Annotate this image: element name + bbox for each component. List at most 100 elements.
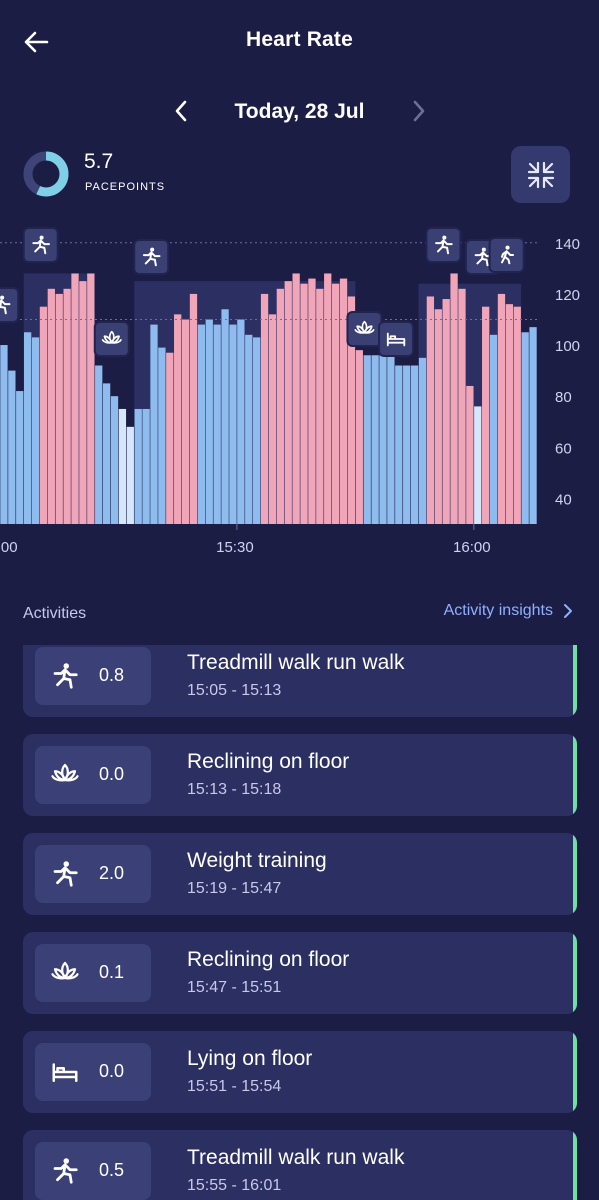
- chevron-right-icon: [413, 100, 425, 122]
- heart-rate-bar: [221, 309, 229, 524]
- heart-rate-bar: [245, 334, 253, 524]
- activity-card[interactable]: 0.8 Treadmill walk run walk 15:05 - 15:13: [23, 645, 577, 717]
- heart-rate-bar: [308, 278, 316, 524]
- heart-rate-bar: [450, 273, 458, 524]
- heart-rate-bar: [426, 296, 435, 524]
- lotus-icon: [49, 760, 81, 790]
- date-label: Today, 28 Jul: [234, 100, 365, 123]
- heart-rate-bar: [205, 319, 213, 524]
- heart-rate-bar: [229, 324, 237, 524]
- activity-time: 15:47 - 15:51: [187, 979, 282, 996]
- heart-rate-bar: [466, 385, 474, 524]
- heart-rate-bar: [513, 306, 521, 524]
- heart-rate-bar: [529, 327, 537, 524]
- heart-rate-bar: [71, 273, 79, 524]
- activity-marker[interactable]: [22, 227, 59, 263]
- activity-time: 15:13 - 15:18: [187, 781, 282, 798]
- heart-rate-bar: [260, 293, 269, 524]
- activity-points-badge: 0.1: [35, 944, 151, 1002]
- activity-marker[interactable]: [93, 321, 130, 357]
- heart-rate-bar: [134, 408, 142, 524]
- activity-marker[interactable]: [133, 239, 170, 275]
- activities-list[interactable]: 0.8 Treadmill walk run walk 15:05 - 15:13 0…: [0, 645, 599, 1200]
- pacepoints-progress-ring: [23, 151, 69, 197]
- page-title: Heart Rate: [245, 28, 354, 51]
- heart-rate-bar: [418, 357, 427, 524]
- heart-rate-bar: [521, 332, 529, 524]
- previous-day-button[interactable]: [166, 96, 196, 126]
- walk-run-icon: [474, 247, 493, 267]
- activity-marker[interactable]: [346, 311, 383, 347]
- heart-rate-bar: [237, 319, 245, 524]
- top-bar: Heart Rate: [0, 0, 599, 84]
- activity-name: Reclining on floor: [187, 948, 350, 971]
- heart-rate-bar: [16, 391, 24, 524]
- activity-insights-link[interactable]: Activity insights: [444, 602, 573, 620]
- bed-icon: [49, 1057, 81, 1087]
- heart-rate-bar: [474, 406, 482, 524]
- activity-time: 15:05 - 15:13: [187, 682, 282, 699]
- collapse-chart-button[interactable]: [511, 146, 570, 203]
- activity-name: Treadmill walk run walk: [187, 651, 405, 674]
- heart-rate-bar: [387, 350, 395, 524]
- lotus-icon: [101, 330, 122, 344]
- chevron-left-icon: [175, 100, 187, 122]
- heart-rate-bar: [355, 350, 363, 524]
- activity-name: Weight training: [187, 849, 327, 872]
- heart-rate-chart-svg: 140 120 100 80 60 40 15:00 15:30 16:00: [0, 227, 580, 556]
- heart-rate-bar: [489, 334, 498, 524]
- heart-rate-chart[interactable]: 140 120 100 80 60 40 15:00 15:30 16:00: [0, 218, 599, 563]
- y-tick-label: 120: [555, 287, 580, 304]
- activity-points-badge: 0.5: [35, 1142, 151, 1200]
- activity-card[interactable]: 0.5 Treadmill walk run walk 15:55 - 16:01: [23, 1130, 577, 1200]
- activity-marker[interactable]: [0, 287, 20, 323]
- heart-rate-bar: [339, 278, 348, 524]
- heart-rate-bar: [403, 365, 411, 524]
- y-tick-label: 100: [555, 338, 580, 355]
- walk-run-icon: [49, 859, 81, 889]
- activity-points: 0.8: [99, 665, 125, 685]
- walk-run-icon: [49, 1156, 81, 1186]
- activity-marker[interactable]: [488, 237, 525, 273]
- activity-card[interactable]: 0.0 Reclining on floor 15:13 - 15:18: [23, 734, 577, 816]
- next-day-button[interactable]: [404, 96, 434, 126]
- activity-card[interactable]: 0.0 Lying on floor 15:51 - 15:54: [23, 1031, 577, 1113]
- heart-rate-bar: [63, 288, 71, 524]
- walk-run-icon: [142, 247, 161, 267]
- x-tick-label: 16:00: [453, 539, 491, 556]
- activity-card[interactable]: 0.1 Reclining on floor 15:47 - 15:51: [23, 932, 577, 1014]
- activity-time: 15:19 - 15:47: [187, 880, 282, 897]
- heart-rate-bar: [213, 324, 221, 524]
- heart-rate-bar: [347, 296, 356, 524]
- arrow-left-icon: [24, 31, 49, 53]
- activity-marker[interactable]: [378, 321, 415, 357]
- activity-points-badge: 0.0: [35, 1043, 151, 1101]
- heart-rate-bar: [284, 281, 292, 524]
- heart-rate-bar: [434, 309, 442, 524]
- activity-insights-label: Activity insights: [443, 602, 553, 619]
- heart-rate-bar: [324, 273, 332, 524]
- activity-status-stripe: [573, 932, 577, 1014]
- activity-time: 15:55 - 16:01: [187, 1177, 282, 1194]
- activity-points: 0.0: [99, 764, 125, 784]
- activity-points-badge: 0.0: [35, 746, 151, 804]
- activity-status-stripe: [573, 1130, 577, 1200]
- back-button[interactable]: [18, 24, 54, 60]
- heart-rate-bar: [395, 365, 403, 524]
- heart-rate-bar: [55, 293, 63, 524]
- x-tick-label: 15:00: [0, 539, 18, 556]
- activity-status-stripe: [573, 645, 577, 717]
- heart-rate-bar: [126, 426, 134, 524]
- collapse-icon: [527, 161, 554, 188]
- activity-name: Reclining on floor: [187, 750, 350, 773]
- heart-rate-bar: [142, 408, 150, 524]
- activity-status-stripe: [573, 734, 577, 816]
- activity-card[interactable]: 2.0 Weight training 15:19 - 15:47: [23, 833, 577, 915]
- heart-rate-bar: [331, 283, 340, 524]
- activity-marker[interactable]: [425, 227, 462, 263]
- pacepoints-value: 5.7: [84, 150, 114, 173]
- heart-rate-bar: [23, 332, 32, 524]
- heart-rate-bar: [31, 337, 40, 524]
- walk-run-icon: [49, 661, 81, 691]
- heart-rate-bar: [39, 306, 48, 524]
